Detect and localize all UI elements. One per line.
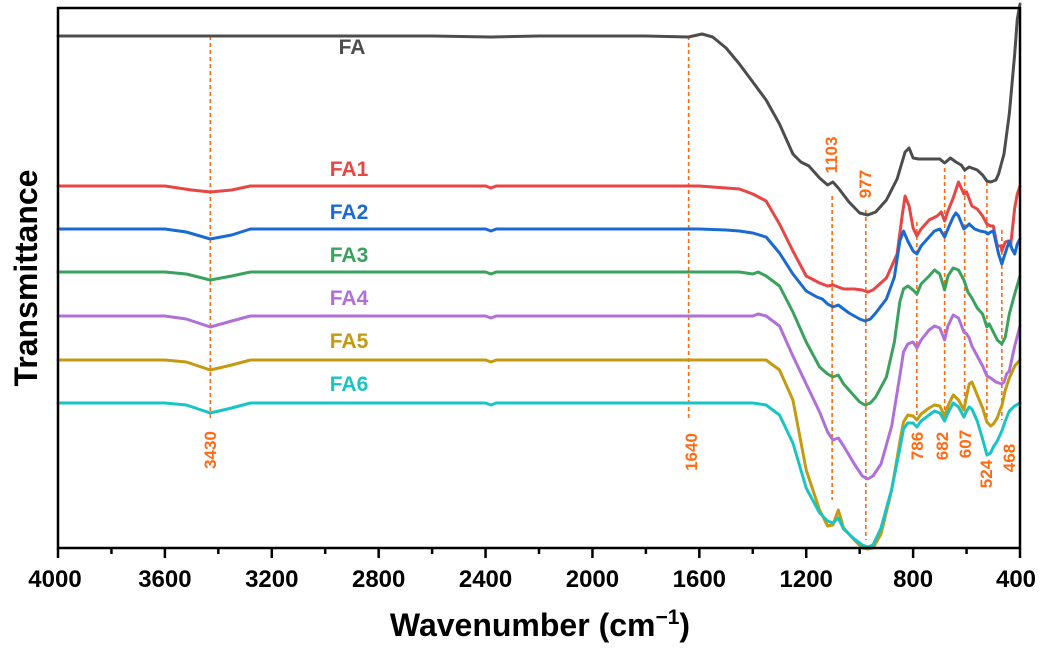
- x-tick-label: 3200: [245, 566, 298, 593]
- x-tick-label: 800: [893, 566, 933, 593]
- peak-label-524: 524: [977, 459, 996, 488]
- peak-label-977: 977: [856, 170, 875, 198]
- peak-label-468: 468: [1000, 444, 1019, 472]
- series-label-fa6: FA6: [330, 373, 369, 396]
- series-label-fa3: FA3: [330, 244, 369, 267]
- series-line-fa: [56, 2, 1022, 217]
- peak-label-1103: 1103: [822, 137, 841, 174]
- series-line-fa6: [56, 401, 1022, 549]
- series-label-fa5: FA5: [330, 330, 369, 353]
- series-label-fa: FA: [339, 36, 366, 59]
- x-tick-label: 2400: [459, 566, 512, 593]
- x-tick-label: 3600: [138, 566, 191, 593]
- peak-label-607: 607: [956, 430, 975, 458]
- x-tick-label: 1600: [673, 566, 726, 593]
- series-group: [56, 2, 1022, 551]
- label-group: FA FA1 FA2 FA3 FA4 FA5 FA6 3430 1640 1103 977 786 68…: [201, 36, 1019, 488]
- peak-label-786: 786: [908, 432, 927, 460]
- peak-label-3430: 3430: [201, 431, 220, 469]
- x-tick-label: 400: [996, 566, 1036, 593]
- y-axis-title: Transmittance: [8, 170, 44, 387]
- peak-label-1640: 1640: [682, 433, 701, 471]
- series-line-fa4: [56, 312, 1022, 481]
- series-line-fa1: [56, 180, 1022, 294]
- series-line-fa3: [56, 266, 1022, 407]
- x-tick-label: 2800: [352, 566, 405, 593]
- series-line-fa2: [56, 211, 1022, 323]
- series-label-fa4: FA4: [330, 287, 369, 310]
- series-label-fa1: FA1: [330, 158, 369, 181]
- x-tick-label: 1200: [780, 566, 833, 593]
- x-tick-label: 4000: [28, 566, 81, 593]
- peak-label-682: 682: [933, 432, 952, 460]
- x-axis-title: Wavenumber (cm−1): [390, 606, 690, 643]
- axis-group: 4000 3600 3200 2800 2400 2000 1600 1200 800 400: [28, 6, 1036, 593]
- series-label-fa2: FA2: [330, 201, 369, 224]
- x-tick-label: 2000: [566, 566, 619, 593]
